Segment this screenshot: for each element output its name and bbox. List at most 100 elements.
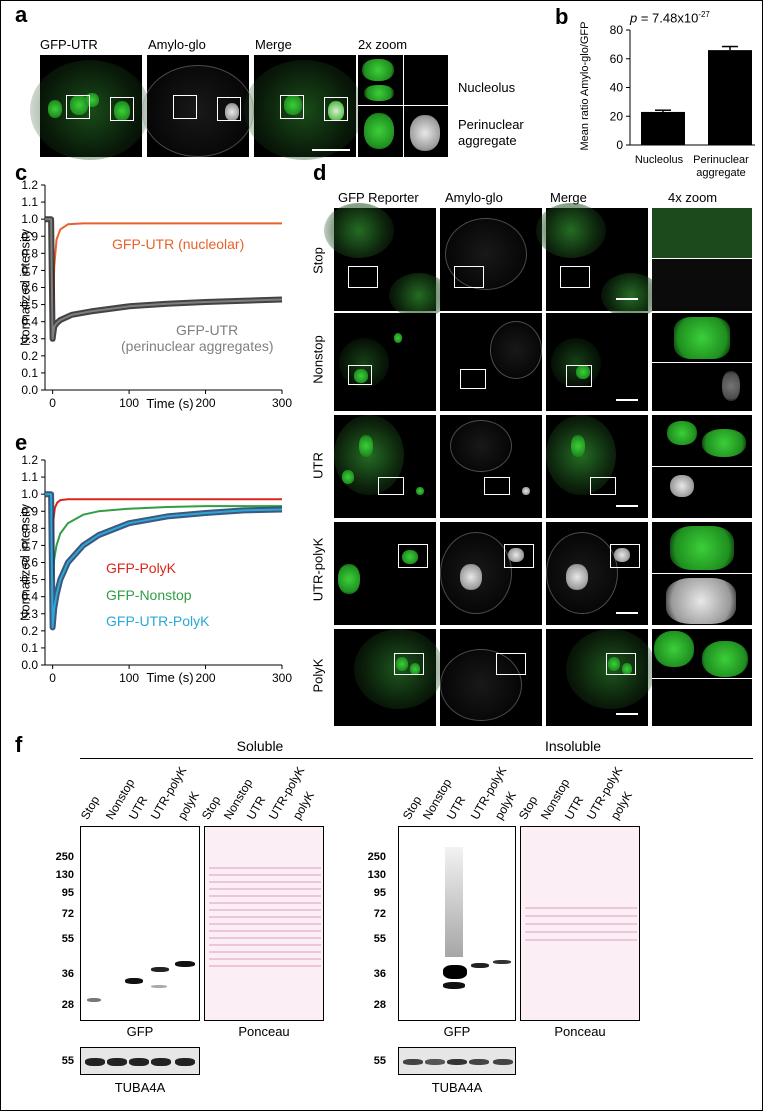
d-nonstop-zoom: [652, 313, 752, 411]
a-zoom-label-nucleolus: Nucleolus: [458, 80, 516, 95]
c-xtick-label: 300: [272, 396, 292, 410]
b-ytick-label: 40: [610, 81, 624, 95]
e-ytick-label: 0.5: [21, 573, 38, 587]
f-soluble-ponceau-label: Ponceau: [238, 1024, 290, 1039]
e-ytick-label: 0.0: [21, 658, 38, 672]
f-mw-250: 250: [55, 851, 74, 863]
f-soluble-tuba4a-blot: [80, 1047, 200, 1075]
d-nonstop-gfp: [334, 313, 436, 411]
c-xtick-label: 200: [196, 396, 216, 410]
e-xtick-label: 100: [119, 671, 139, 685]
e-ytick-label: 0.9: [21, 504, 38, 518]
e-ytick-label: 0.6: [21, 556, 38, 570]
d-nonstop-amyloglo: [440, 313, 542, 411]
d-utr-merge: [546, 415, 648, 518]
f-mw-95: 95: [373, 887, 386, 899]
f-group-insoluble: Insoluble: [544, 738, 602, 754]
f-soluble-gfp-blot: [80, 826, 200, 1021]
e-legend-utr-polyk: GFP-UTR-PolyK: [106, 613, 210, 629]
panel-label-b: b: [555, 4, 569, 29]
d-row-label-polyk: PolyK: [310, 658, 326, 693]
a-image-merge: [244, 55, 364, 160]
b-pvalue: p = 7.48x10-27: [630, 10, 710, 25]
a-col-label-gfp-utr: GFP-UTR: [40, 37, 98, 52]
d-utr-amyloglo: [440, 415, 542, 518]
b-ytick-label: 80: [610, 23, 624, 37]
c-ytick-label: 0.1: [21, 366, 38, 380]
d-col-label-merge: Merge: [550, 190, 587, 205]
f-mw-36: 36: [373, 968, 386, 980]
d-stop-amyloglo: [440, 208, 542, 311]
a-image-amyloglo: [142, 55, 254, 157]
c-xtick-label: 100: [119, 396, 139, 410]
d-polyk-merge: [546, 629, 656, 726]
d-utr-polyk-gfp: [334, 522, 436, 625]
d-stop-gfp: [324, 203, 449, 318]
d-polyk-gfp: [334, 629, 444, 726]
f-mw-95: 95: [61, 887, 74, 899]
panel-label-e: e: [15, 430, 28, 455]
e-legend-polyk: GFP-PolyK: [106, 560, 177, 576]
b-bar: [641, 111, 685, 145]
b-pvalue-text: = 7.48x10: [637, 10, 699, 26]
f-loading-mw-55: 55: [61, 1055, 74, 1067]
c-ytick-label: 0.7: [21, 263, 38, 277]
b-ytick-label: 20: [610, 109, 624, 123]
d-utr-gfp: [334, 415, 436, 518]
e-xtick-label: 0: [49, 671, 56, 685]
c-ylabel: Normalized intensity: [17, 228, 33, 347]
b-cat-label-1b: aggregate: [696, 167, 746, 179]
f-insoluble-gfp-label: GFP: [443, 1024, 471, 1039]
f-mw-28: 28: [61, 999, 74, 1011]
c-ytick-label: 1.1: [21, 195, 38, 209]
d-utr-polyk-zoom: [652, 522, 752, 625]
panel-e-chart: 0.0 0.1 0.2 0.3 0.4 0.5 0.6 0.7 0.8 0.9 1.0 1.1 1.2 0…: [21, 453, 292, 685]
panel-label-c: c: [15, 160, 28, 185]
a-col-label-merge: Merge: [255, 37, 292, 52]
e-legend-nonstop: GFP-Nonstop: [106, 587, 192, 603]
a-image-gfp-utr: [30, 55, 150, 160]
e-ytick-label: 0.7: [21, 538, 38, 552]
f-insoluble-ponceau-blot: [520, 826, 640, 1021]
c-ytick-label: 1.0: [21, 212, 38, 226]
f-mw-72: 72: [61, 908, 74, 920]
c-xtick-label: 0: [49, 396, 56, 410]
e-ylabel: Normalized intensity: [17, 503, 33, 622]
f-mw-250: 250: [367, 851, 386, 863]
f-mw-28: 28: [373, 999, 386, 1011]
f-soluble-ponceau-blot: [204, 826, 324, 1021]
d-row-label-utr: UTR: [310, 452, 326, 479]
d-col-label-amyloglo: Amylo-glo: [445, 190, 503, 205]
c-ytick-label: 0.8: [21, 246, 38, 260]
c-legend-nucleolar: GFP-UTR (nucleolar): [112, 236, 245, 252]
b-pvalue-p: p: [630, 10, 638, 26]
d-nonstop-merge: [546, 313, 648, 411]
f-soluble-gfp-label: GFP: [126, 1024, 154, 1039]
b-pvalue-exp: -27: [698, 10, 710, 19]
f-group-soluble: Soluble: [236, 738, 284, 754]
c-ytick-label: 0.2: [21, 349, 38, 363]
d-row-label-utr-polyk: UTR-polyK: [310, 537, 326, 602]
d-row-label-stop: Stop: [310, 247, 326, 274]
panel-label-f: f: [15, 732, 23, 757]
a-zoom-images: [358, 55, 448, 157]
b-cat-label-1a: Perinuclear: [693, 154, 749, 166]
c-ytick-label: 0.3: [21, 332, 38, 346]
f-insoluble-ponceau-label: Ponceau: [554, 1024, 606, 1039]
c-ytick-label: 0.0: [21, 383, 38, 397]
e-xlabel: Time (s): [146, 670, 194, 685]
f-insoluble-line: [393, 758, 753, 759]
a-col-label-zoom: 2x zoom: [358, 37, 408, 52]
d-polyk-zoom: [652, 629, 752, 726]
d-utr-zoom: [652, 415, 752, 518]
e-ytick-label: 0.2: [21, 624, 38, 638]
d-col-label-zoom: 4x zoom: [668, 190, 718, 205]
f-mw-72: 72: [373, 908, 386, 920]
e-ytick-label: 1.0: [21, 487, 38, 501]
b-ytick-label: 0: [616, 138, 623, 152]
e-ytick-label: 0.1: [21, 641, 38, 655]
f-mw-130: 130: [55, 869, 74, 881]
c-legend-perinuclear-2: (perinuclear aggregates): [121, 338, 274, 354]
d-row-label-nonstop: Nonstop: [310, 335, 326, 384]
e-ytick-label: 1.1: [21, 470, 38, 484]
